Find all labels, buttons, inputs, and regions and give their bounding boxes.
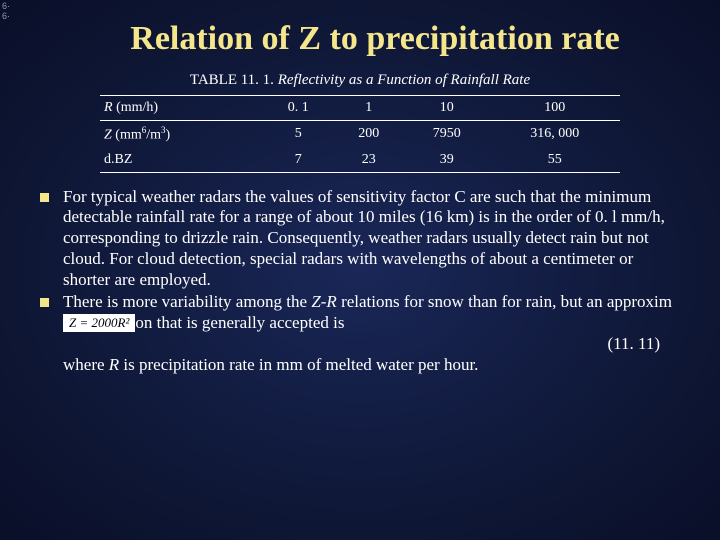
list-item: For typical weather radars the values of… [40, 187, 680, 291]
corner-mark: 6· 6· [2, 2, 10, 22]
equation-inline: Z = 2000R² [63, 314, 135, 332]
table-cell: 23 [333, 148, 404, 173]
body-text: For typical weather radars the values of… [40, 187, 680, 376]
slide-title: Relation of Z to precipitation rate [70, 20, 680, 58]
bullet-icon [40, 193, 49, 202]
table-row: d.BZ 7 23 39 55 [100, 148, 620, 173]
table-row: Z (mm6/m3) 5 200 7950 316, 000 [100, 121, 620, 148]
table-cell: 1 [333, 96, 404, 121]
equation-number: (11. 11) [40, 334, 680, 355]
row-label: Z (mm6/m3) [100, 121, 263, 148]
row-label: d.BZ [100, 148, 263, 173]
caption-text: Reflectivity as a Function of Rainfall R… [278, 72, 530, 88]
slide: Relation of Z to precipitation rate TABL… [0, 0, 720, 387]
table-cell: 200 [333, 121, 404, 148]
table-cell: 7950 [404, 121, 490, 148]
caption-prefix: TABLE 11. 1. [190, 72, 278, 88]
bullet-text: There is more variability among the Z-R … [63, 292, 680, 333]
table-container: TABLE 11. 1. Reflectivity as a Function … [100, 72, 620, 173]
table-cell: 39 [404, 148, 490, 173]
table-row: R (mm/h) 0. 1 1 10 100 [100, 96, 620, 121]
table-cell: 0. 1 [263, 96, 334, 121]
table-cell: 7 [263, 148, 334, 173]
table-cell: 316, 000 [490, 121, 620, 148]
table-cell: 55 [490, 148, 620, 173]
closing-line: where R is precipitation rate in mm of m… [63, 355, 680, 376]
reflectivity-table: R (mm/h) 0. 1 1 10 100 Z (mm6/m3) 5 200 … [100, 95, 620, 173]
table-cell: 10 [404, 96, 490, 121]
list-item: There is more variability among the Z-R … [40, 292, 680, 333]
table-cell: 100 [490, 96, 620, 121]
row-label: R (mm/h) [100, 96, 263, 121]
bullet-icon [40, 298, 49, 307]
table-caption: TABLE 11. 1. Reflectivity as a Function … [100, 72, 620, 89]
corner-l2: 6· [2, 12, 10, 22]
table-cell: 5 [263, 121, 334, 148]
bullet-text: For typical weather radars the values of… [63, 187, 680, 291]
